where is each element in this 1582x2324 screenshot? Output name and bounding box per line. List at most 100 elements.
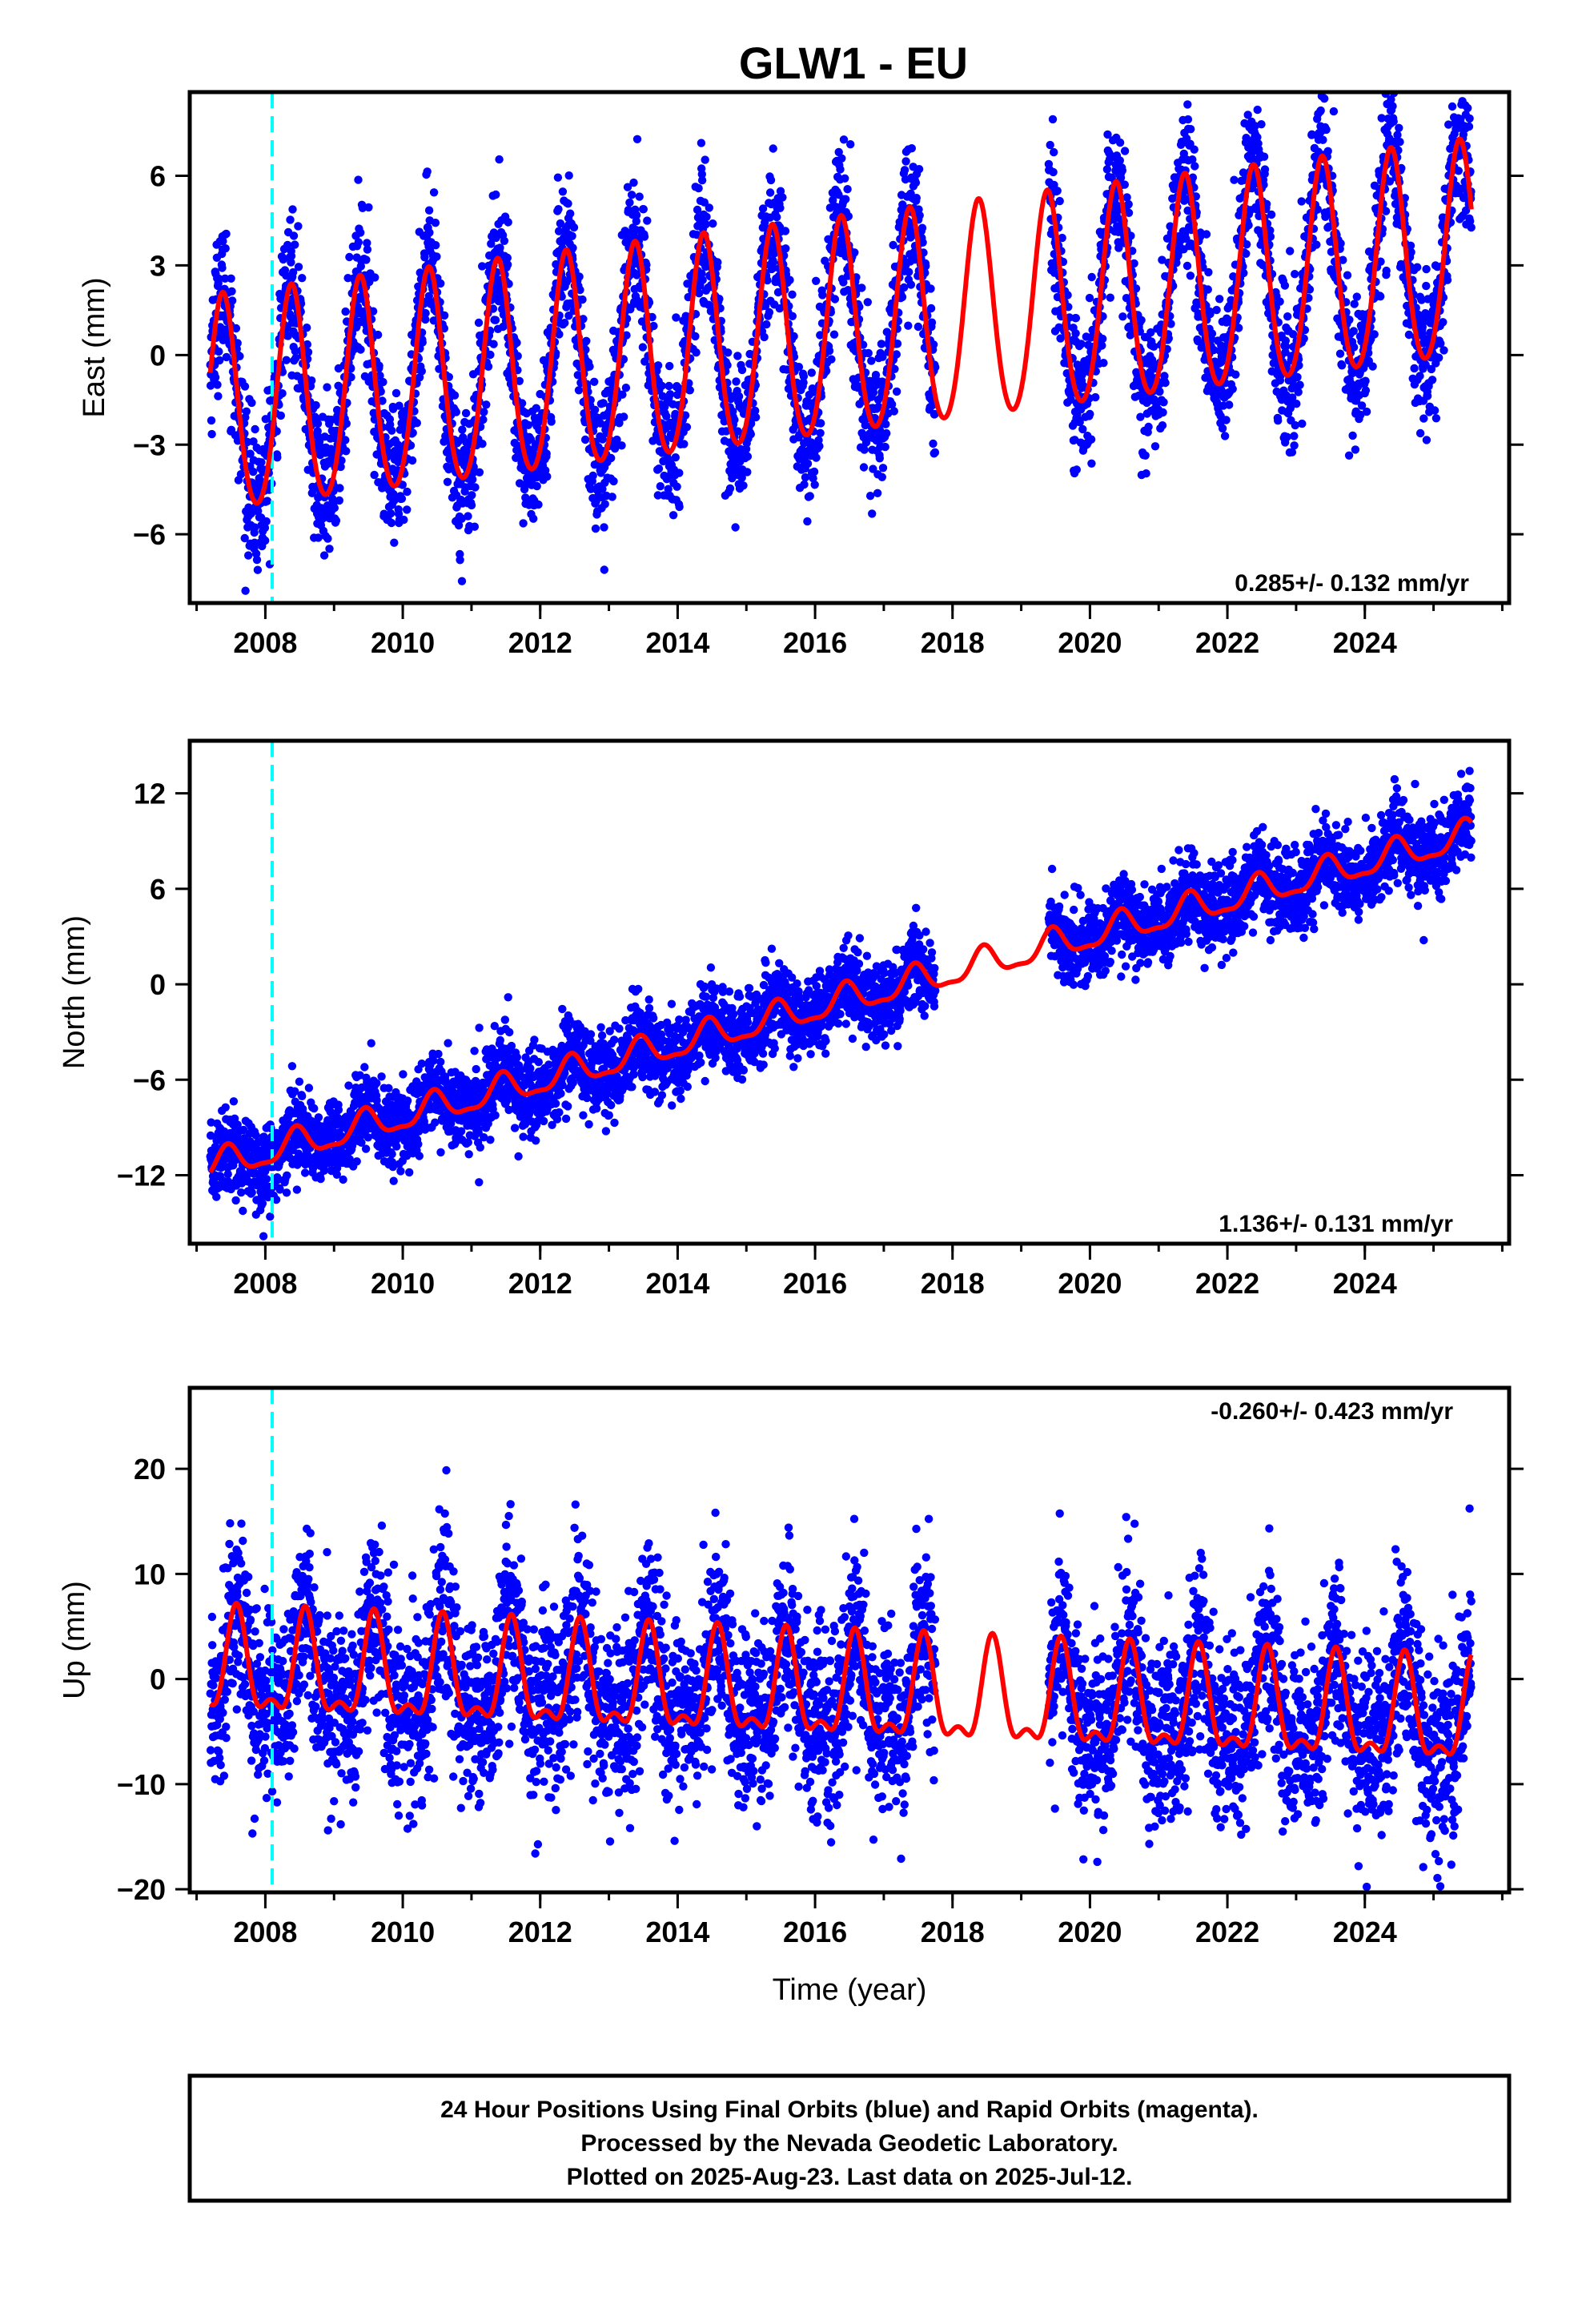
east-data-point: [1049, 167, 1058, 177]
east-data-point: [289, 231, 299, 240]
east-x-tick-label: 2010: [371, 626, 435, 659]
east-data-point: [1183, 115, 1193, 124]
east-data-point: [1343, 271, 1352, 279]
east-data-point: [907, 144, 917, 153]
east-data-point: [529, 514, 538, 523]
east-data-point: [781, 227, 790, 235]
east-data-point: [336, 462, 345, 472]
east-data-point: [765, 188, 775, 197]
north-data-point: [237, 1188, 246, 1197]
east-data-point: [692, 348, 701, 357]
east-data-point: [841, 174, 849, 183]
east-data-point: [1292, 400, 1301, 408]
east-data-point: [458, 425, 467, 434]
east-data-point: [542, 449, 551, 458]
east-data-point: [694, 183, 703, 193]
east-data-point: [215, 356, 224, 365]
east-data-point: [219, 237, 227, 246]
east-data-point: [479, 415, 488, 424]
east-data-point: [291, 240, 299, 249]
east-data-point: [871, 371, 881, 380]
east-data-point: [812, 453, 821, 462]
east-data-point: [443, 477, 452, 486]
east-data-point: [325, 545, 334, 553]
east-y-axis-label: East (mm): [78, 277, 111, 417]
east-data-point: [311, 400, 320, 410]
east-data-point: [495, 155, 504, 164]
east-data-point: [373, 330, 383, 340]
east-data-point: [420, 253, 429, 262]
east-data-point: [291, 347, 299, 356]
east-data-point: [1419, 414, 1428, 423]
east-data-point: [303, 348, 313, 356]
east-data-point: [737, 365, 747, 375]
east-data-point: [1362, 407, 1371, 416]
east-data-point: [303, 324, 311, 332]
north-plot-area: [206, 741, 1476, 1244]
east-data-point: [403, 505, 412, 514]
east-data-point: [1137, 316, 1146, 324]
east-data-point: [482, 400, 491, 409]
east-data-point: [468, 475, 477, 484]
east-data-point: [221, 244, 230, 253]
east-data-point: [1389, 117, 1398, 126]
east-data-point: [273, 453, 282, 462]
east-data-point: [1183, 100, 1192, 109]
east-data-point: [640, 232, 649, 241]
east-data-point: [478, 262, 487, 271]
east-data-point: [892, 350, 901, 359]
east-data-point: [617, 441, 626, 450]
east-data-point: [732, 377, 741, 386]
east-data-point: [337, 456, 346, 465]
east-data-point: [914, 165, 924, 174]
east-data-point: [869, 464, 877, 473]
east-data-point: [769, 258, 778, 267]
east-data-point: [1150, 442, 1160, 451]
east-data-point: [766, 175, 776, 185]
east-data-point: [387, 518, 396, 528]
east-x-tick-label: 2020: [1058, 626, 1122, 659]
east-data-point: [1159, 398, 1168, 407]
east-data-point: [452, 408, 460, 416]
east-data-point: [816, 331, 825, 340]
east-data-point: [529, 450, 538, 459]
north-data-point: [221, 1103, 230, 1112]
east-data-point: [665, 361, 674, 371]
east-data-point: [1190, 145, 1199, 154]
east-data-point: [789, 332, 798, 341]
east-data-point: [911, 178, 921, 187]
east-data-point: [1231, 370, 1240, 379]
east-data-point: [821, 367, 831, 376]
east-x-tick-label: 2022: [1195, 626, 1259, 659]
east-data-point: [423, 167, 432, 176]
east-rate-label: 0.285+/- 0.132 mm/yr: [1235, 570, 1469, 597]
east-data-point: [582, 336, 591, 345]
east-data-point: [564, 171, 573, 180]
east-data-point: [881, 420, 890, 428]
east-data-point: [762, 320, 771, 329]
east-data-point: [1298, 419, 1307, 428]
east-data-point: [1413, 263, 1422, 271]
east-data-point: [653, 491, 662, 500]
east-data-point: [456, 549, 464, 559]
east-data-point: [1267, 210, 1276, 219]
east-data-point: [246, 449, 255, 458]
east-data-point: [893, 340, 902, 348]
east-data-point: [454, 521, 464, 530]
east-data-point: [379, 377, 387, 387]
east-data-point: [860, 445, 869, 454]
east-data-point: [503, 260, 512, 269]
east-data-point: [724, 348, 733, 357]
east-data-point: [1368, 362, 1377, 371]
east-data-point: [765, 308, 774, 317]
east-data-point: [818, 291, 827, 300]
east-data-point: [580, 435, 590, 444]
east-data-point: [345, 252, 354, 262]
east-data-point: [354, 238, 363, 247]
east-data-point: [578, 295, 587, 304]
east-data-point: [816, 419, 825, 428]
east-data-point: [913, 322, 923, 332]
east-data-point: [889, 407, 899, 416]
east-data-point: [1225, 400, 1234, 409]
east-data-point: [313, 419, 323, 428]
